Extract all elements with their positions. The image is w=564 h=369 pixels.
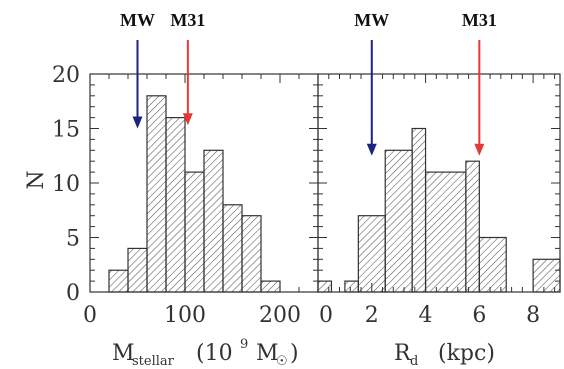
histogram-bar xyxy=(184,171,205,293)
histogram-bar xyxy=(478,236,507,293)
y-axis-label: N xyxy=(24,170,49,189)
histogram-bar xyxy=(357,215,386,293)
arrow-head-mw xyxy=(132,116,143,129)
panel-disk-scale-length: MW M31 0 2 4 6 8 R d (kpc) xyxy=(317,10,561,369)
x-axis-label-m: M xyxy=(112,341,135,366)
y-tick-label: 20 xyxy=(52,63,80,88)
x-axis-label-sun-symbol: ☉ xyxy=(276,354,288,369)
y-tick-label: 0 xyxy=(66,281,80,306)
histogram-bar xyxy=(203,149,224,293)
marker-label-mw: MW xyxy=(354,10,389,30)
y-tick-label: 5 xyxy=(66,227,80,252)
ticks-disk-scale-length xyxy=(317,73,560,293)
histogram-bar xyxy=(127,247,148,293)
histogram-bar xyxy=(317,280,333,293)
histogram-bar xyxy=(108,269,129,293)
x-tick-label: 100 xyxy=(164,303,206,328)
x-tick-label: 0 xyxy=(83,303,97,328)
histogram-bar xyxy=(260,280,281,293)
histogram-bar xyxy=(165,116,186,293)
histogram-bar xyxy=(344,280,359,293)
x-axis-label-exponent: 9 xyxy=(240,337,248,352)
markers-stellar-mass: MW M31 xyxy=(120,10,205,129)
histogram-bar xyxy=(411,127,427,293)
x-axis-label-disk-scale-length: R d (kpc) xyxy=(394,341,495,369)
y-tick-label: 15 xyxy=(52,118,80,143)
x-axis-label-units-close: ) xyxy=(290,341,299,366)
histogram-bar xyxy=(241,215,262,293)
ticklabels-disk-scale-length: 0 2 4 6 8 xyxy=(319,303,540,328)
x-tick-label: 2 xyxy=(365,303,379,328)
histogram-bar xyxy=(532,258,561,293)
x-tick-label: 0 xyxy=(319,303,333,328)
y-tick-label: 10 xyxy=(52,172,80,197)
marker-label-mw: MW xyxy=(120,10,155,30)
markers-disk-scale-length: MW M31 xyxy=(354,10,497,156)
histogram-bar xyxy=(384,149,413,293)
x-axis-label-stellar-mass: M stellar (10 9 M ☉ ) xyxy=(112,337,299,369)
x-axis-label-units-open: (10 xyxy=(196,341,233,366)
histogram-bar xyxy=(465,160,480,293)
x-axis-label-kpc: (kpc) xyxy=(438,341,495,366)
x-tick-label: 6 xyxy=(472,303,486,328)
marker-label-m31: M31 xyxy=(170,10,205,30)
bars-disk-scale-length xyxy=(317,127,561,293)
histogram-bar xyxy=(222,204,243,293)
histogram-bar xyxy=(146,95,167,293)
x-axis-label-r: R xyxy=(394,341,412,366)
arrow-head-m31 xyxy=(474,143,485,156)
marker-label-m31: M31 xyxy=(462,10,497,30)
x-tick-label: 8 xyxy=(526,303,540,328)
x-axis-label-units-m: M xyxy=(256,341,279,366)
x-tick-label: 200 xyxy=(259,303,301,328)
arrow-head-mw xyxy=(366,143,377,156)
bars-stellar-mass xyxy=(108,95,281,293)
x-tick-label: 4 xyxy=(419,303,433,328)
arrow-head-m31 xyxy=(182,113,193,126)
x-axis-label-d-subscript: d xyxy=(410,354,418,369)
x-axis-label-stellar-subscript: stellar xyxy=(132,354,175,369)
ticks-stellar-mass xyxy=(89,73,319,293)
histogram-bar xyxy=(424,171,467,293)
